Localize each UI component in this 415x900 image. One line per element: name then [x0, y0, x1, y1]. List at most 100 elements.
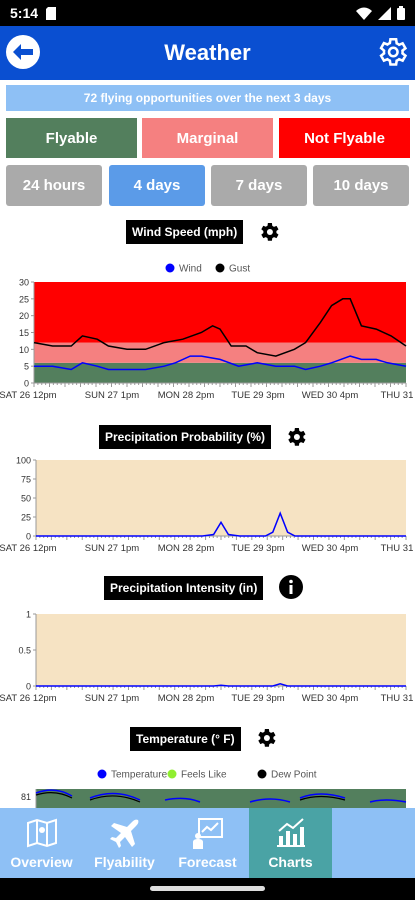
- range-7-days-button[interactable]: 7 days: [211, 165, 307, 206]
- y-tick-label: 20: [19, 311, 29, 321]
- legend-marker: [257, 769, 267, 779]
- legend-marginal-label: Marginal: [176, 129, 239, 147]
- chart-icon: [276, 818, 305, 847]
- y-tick-label: 100: [16, 456, 31, 466]
- y-tick-label: 0: [26, 532, 31, 542]
- wind-settings-gear-icon[interactable]: [257, 220, 281, 244]
- signal-icon: [378, 6, 391, 20]
- battery-icon: [397, 6, 405, 20]
- nav-forecast-label: Forecast: [178, 854, 237, 870]
- y-tick-label: 0: [24, 379, 29, 389]
- x-tick-label: THU 31: [381, 543, 414, 554]
- x-tick-label: MON 28 2pm: [158, 543, 215, 554]
- legend-not-flyable-label: Not Flyable: [304, 129, 385, 147]
- x-tick-label: WED 30 4pm: [302, 543, 359, 554]
- range-24-hours-label: 24 hours: [22, 177, 86, 194]
- back-button[interactable]: [6, 35, 40, 69]
- flyability-band: [36, 789, 406, 808]
- plane-icon: [109, 819, 138, 848]
- range-7-days-label: 7 days: [235, 177, 283, 194]
- x-tick-label: THU 31: [381, 390, 414, 401]
- temperature-chart: Temperature Feels Like Dew Point 81: [21, 769, 407, 808]
- y-tick-label: 0.5: [18, 646, 31, 656]
- x-tick-label: MON 28 2pm: [158, 693, 215, 704]
- page-title: Weather: [164, 40, 251, 65]
- y-tick-label: 30: [19, 278, 29, 288]
- flyability-band: [34, 282, 406, 343]
- series-line: [36, 511, 406, 537]
- temperature-settings-gear-icon[interactable]: [254, 726, 278, 750]
- legend-label: Temperature: [111, 770, 168, 781]
- legend-label: Feels Like: [181, 770, 227, 781]
- nav-flyability[interactable]: Flyability: [83, 808, 166, 878]
- y-tick-label: 1: [26, 610, 31, 620]
- x-tick-label: SAT 26 12pm: [0, 693, 57, 704]
- range-10-days-label: 10 days: [333, 177, 389, 194]
- sim-card-icon: [46, 6, 57, 20]
- plot-background: [36, 614, 406, 686]
- x-tick-label: TUE 29 3pm: [231, 693, 284, 704]
- legend-label: Gust: [229, 264, 250, 275]
- legend-flyable: Flyable: [6, 118, 137, 158]
- precip-probability-chart: 0 25 50 75 100 SAT 26 12pm SUN 27 1pm MON 28 2p…: [0, 456, 414, 555]
- y-tick-label: 25: [21, 513, 31, 523]
- x-tick-label: TUE 29 3pm: [231, 390, 284, 401]
- x-tick-label: MON 28 2pm: [158, 390, 215, 401]
- wind-speed-chart: Wind Gust 0 5 10 15 20 25 30 SAT 26 12pm SUN 27 1p…: [0, 263, 414, 401]
- nav-overview[interactable]: Overview: [0, 808, 83, 878]
- nav-charts[interactable]: Charts: [249, 808, 332, 878]
- nav-charts-label: Charts: [268, 854, 313, 870]
- nav-overview-label: Overview: [10, 854, 73, 870]
- flyability-band: [34, 342, 406, 363]
- status-bar: 5:14: [0, 0, 415, 26]
- range-24-hours-button[interactable]: 24 hours: [6, 165, 102, 206]
- info-icon[interactable]: [279, 575, 303, 599]
- plot-background: [36, 460, 406, 536]
- nav-flyability-label: Flyability: [94, 854, 155, 870]
- nav-forecast[interactable]: Forecast: [166, 808, 249, 878]
- map-icon: [26, 818, 57, 848]
- flyability-band: [34, 362, 406, 383]
- x-tick-label: SUN 27 1pm: [85, 693, 139, 704]
- opportunities-banner: 72 flying opportunities over the next 3 …: [6, 85, 409, 111]
- legend-label: Wind: [179, 264, 202, 275]
- x-tick-label: SAT 26 12pm: [0, 390, 57, 401]
- y-tick-label: 15: [19, 328, 29, 338]
- legend-flyable-label: Flyable: [45, 129, 98, 147]
- y-tick-label: 81: [21, 792, 31, 802]
- precip-intensity-chart: 0 0.5 1 SAT 26 12pm SUN 27 1pm MON 28 2pm TUE …: [0, 610, 414, 705]
- legend-marker: [167, 769, 177, 779]
- status-time: 5:14: [10, 5, 39, 21]
- home-indicator: [150, 886, 265, 891]
- legend-marker: [215, 263, 225, 273]
- legend-not-flyable: Not Flyable: [279, 118, 410, 158]
- range-4-days-label: 4 days: [133, 177, 181, 194]
- x-tick-label: SUN 27 1pm: [85, 390, 139, 401]
- y-tick-label: 75: [21, 475, 31, 485]
- series-line: [33, 298, 407, 357]
- range-4-days-button[interactable]: 4 days: [109, 165, 205, 206]
- app-bar: Weather: [0, 26, 415, 80]
- y-tick-label: 0: [26, 682, 31, 692]
- x-tick-label: THU 31: [381, 693, 414, 704]
- legend-marker: [165, 263, 175, 273]
- x-tick-label: WED 30 4pm: [302, 390, 359, 401]
- y-tick-label: 50: [21, 494, 31, 504]
- precip-probability-settings-gear-icon[interactable]: [284, 425, 308, 449]
- series-line: [34, 355, 407, 371]
- precip-intensity-chart-title: Precipitation Intensity (in): [104, 576, 264, 600]
- wind-chart-title: Wind Speed (mph): [126, 220, 244, 244]
- x-tick-label: SAT 26 12pm: [0, 543, 57, 554]
- settings-gear-icon[interactable]: [375, 35, 409, 69]
- series-line: [36, 683, 406, 687]
- legend-label: Dew Point: [271, 770, 317, 781]
- y-tick-label: 10: [19, 345, 29, 355]
- series-line: [35, 789, 407, 803]
- precip-probability-chart-title: Precipitation Probability (%): [99, 425, 272, 449]
- y-tick-label: 25: [19, 294, 29, 304]
- x-tick-label: TUE 29 3pm: [231, 543, 284, 554]
- arrow-left-icon: [13, 44, 33, 60]
- x-tick-label: SUN 27 1pm: [85, 543, 139, 554]
- range-10-days-button[interactable]: 10 days: [313, 165, 409, 206]
